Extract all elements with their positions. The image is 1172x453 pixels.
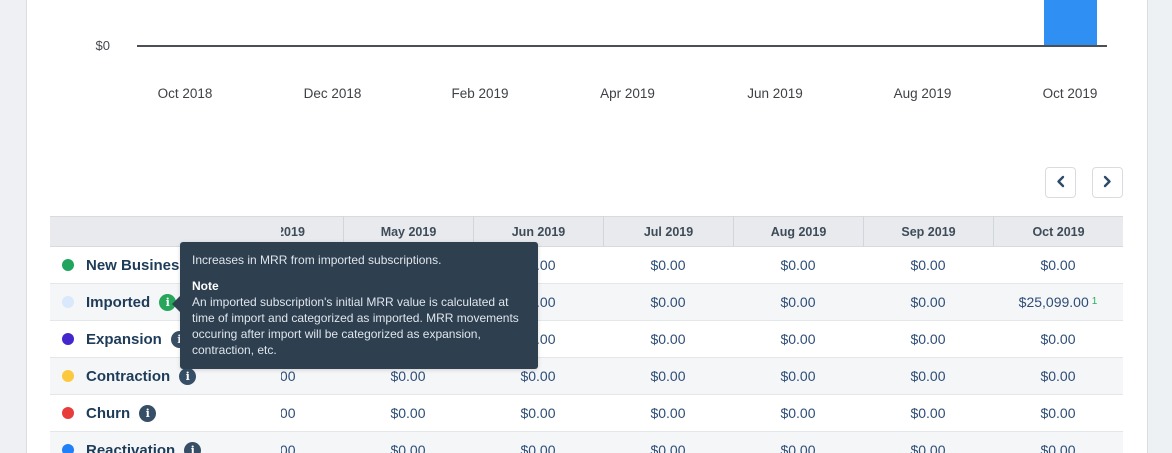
column-header: Sep 2019 <box>863 216 993 247</box>
value-cell: $0.00 <box>343 432 473 453</box>
table-column: Oct 2019 $0.00 $25,099.00 1 $0.00 $0.00 $0.00 $… <box>993 216 1123 453</box>
series-dot <box>62 370 74 382</box>
row-label-header <box>50 216 281 247</box>
series-dot <box>62 407 74 419</box>
tooltip-note-body: An imported subscription's initial MRR v… <box>192 295 519 357</box>
prev-period-button[interactable] <box>1045 167 1076 198</box>
value-cell: $0.00 <box>603 395 733 432</box>
row-label-cell: Churn i <box>50 395 281 432</box>
value-cell: $0.00 <box>863 284 993 321</box>
value-cell: $0.00 <box>993 247 1123 284</box>
x-axis-tick-label: Oct 2019 <box>1042 86 1098 101</box>
value-cell: $0.00 <box>733 247 863 284</box>
x-axis-tick-label: Jun 2019 <box>747 86 803 101</box>
value-cell: $0.00 <box>733 321 863 358</box>
value-cell: $0.00 <box>603 432 733 453</box>
page-gutter-right <box>1147 0 1172 453</box>
y-axis-tick-zero: $0 <box>95 38 110 53</box>
value-cell: $0.00 <box>473 395 603 432</box>
column-header: Jun 2019 <box>473 216 603 247</box>
row-label: New Business <box>86 256 188 274</box>
info-icon[interactable]: i <box>139 404 157 422</box>
value-cell: $0.00 <box>733 432 863 453</box>
tooltip-intro: Increases in MRR from imported subscript… <box>192 253 442 267</box>
x-axis-tick-label: Aug 2019 <box>893 86 952 101</box>
value-cell: $0.00 <box>603 247 733 284</box>
value-cell: $25,099.00 1 <box>993 284 1123 321</box>
column-header: Oct 2019 <box>993 216 1123 247</box>
column-header: Jul 2019 <box>603 216 733 247</box>
table-column: Aug 2019 $0.00 $0.00 $0.00 $0.00 $0.00 $0.00 <box>733 216 863 453</box>
row-label: Contraction <box>86 367 171 385</box>
row-label: Churn <box>86 404 131 422</box>
chevron-right-icon <box>1103 175 1112 191</box>
x-axis-tick-label: Apr 2019 <box>600 86 655 101</box>
table-column: Sep 2019 $0.00 $0.00 $0.00 $0.00 $0.00 $0.00 <box>863 216 993 453</box>
page-gutter-left <box>0 0 27 453</box>
value-cell: $0.00 <box>993 358 1123 395</box>
value-cell: $0.00 <box>863 358 993 395</box>
series-dot <box>62 259 74 271</box>
info-icon[interactable]: i <box>159 293 177 311</box>
value-cell: $0.00 <box>993 395 1123 432</box>
row-label: Expansion <box>86 330 162 348</box>
value-cell: $0.00 <box>343 395 473 432</box>
info-icon[interactable]: i <box>179 367 197 385</box>
value-cell: $0.00 <box>733 284 863 321</box>
x-axis-line <box>137 45 1107 47</box>
tooltip-arrow <box>172 296 180 312</box>
value-cell: $0.00 <box>863 247 993 284</box>
column-header: May 2019 <box>343 216 473 247</box>
x-axis-tick-label: Oct 2018 <box>157 86 213 101</box>
tooltip-note-title: Note <box>192 279 219 293</box>
info-icon[interactable]: i <box>184 441 202 453</box>
value-cell: $0.00 <box>863 395 993 432</box>
chevron-left-icon <box>1056 175 1065 191</box>
movement-count-superscript: 1 <box>1091 295 1098 307</box>
chart-bar-oct-2019[interactable] <box>1044 0 1097 45</box>
value-cell: $0.00 <box>733 358 863 395</box>
x-axis-tick-label: Dec 2018 <box>303 86 362 101</box>
x-axis-tick-label: Feb 2019 <box>451 86 509 101</box>
series-dot <box>62 296 74 308</box>
column-header: Aug 2019 <box>733 216 863 247</box>
row-label: Reactivation <box>86 441 176 453</box>
value-cell: $0.00 <box>863 321 993 358</box>
next-period-button[interactable] <box>1092 167 1123 198</box>
imported-info-tooltip: Increases in MRR from imported subscript… <box>172 242 538 369</box>
value-cell: $0.00 <box>603 358 733 395</box>
series-dot <box>62 444 74 453</box>
value-cell: $0.00 <box>993 432 1123 453</box>
series-dot <box>62 333 74 345</box>
value-cell: $0.00 <box>473 432 603 453</box>
value-cell: $0.00 <box>603 321 733 358</box>
row-label-cell: Reactivation i <box>50 432 281 453</box>
table-column: Jul 2019 $0.00 $0.00 $0.00 $0.00 $0.00 $0.00 <box>603 216 733 453</box>
value-cell: $0.00 <box>603 284 733 321</box>
value-cell: $0.00 <box>993 321 1123 358</box>
row-label: Imported <box>86 293 151 311</box>
value-cell: $0.00 <box>733 395 863 432</box>
value-cell: $0.00 <box>863 432 993 453</box>
